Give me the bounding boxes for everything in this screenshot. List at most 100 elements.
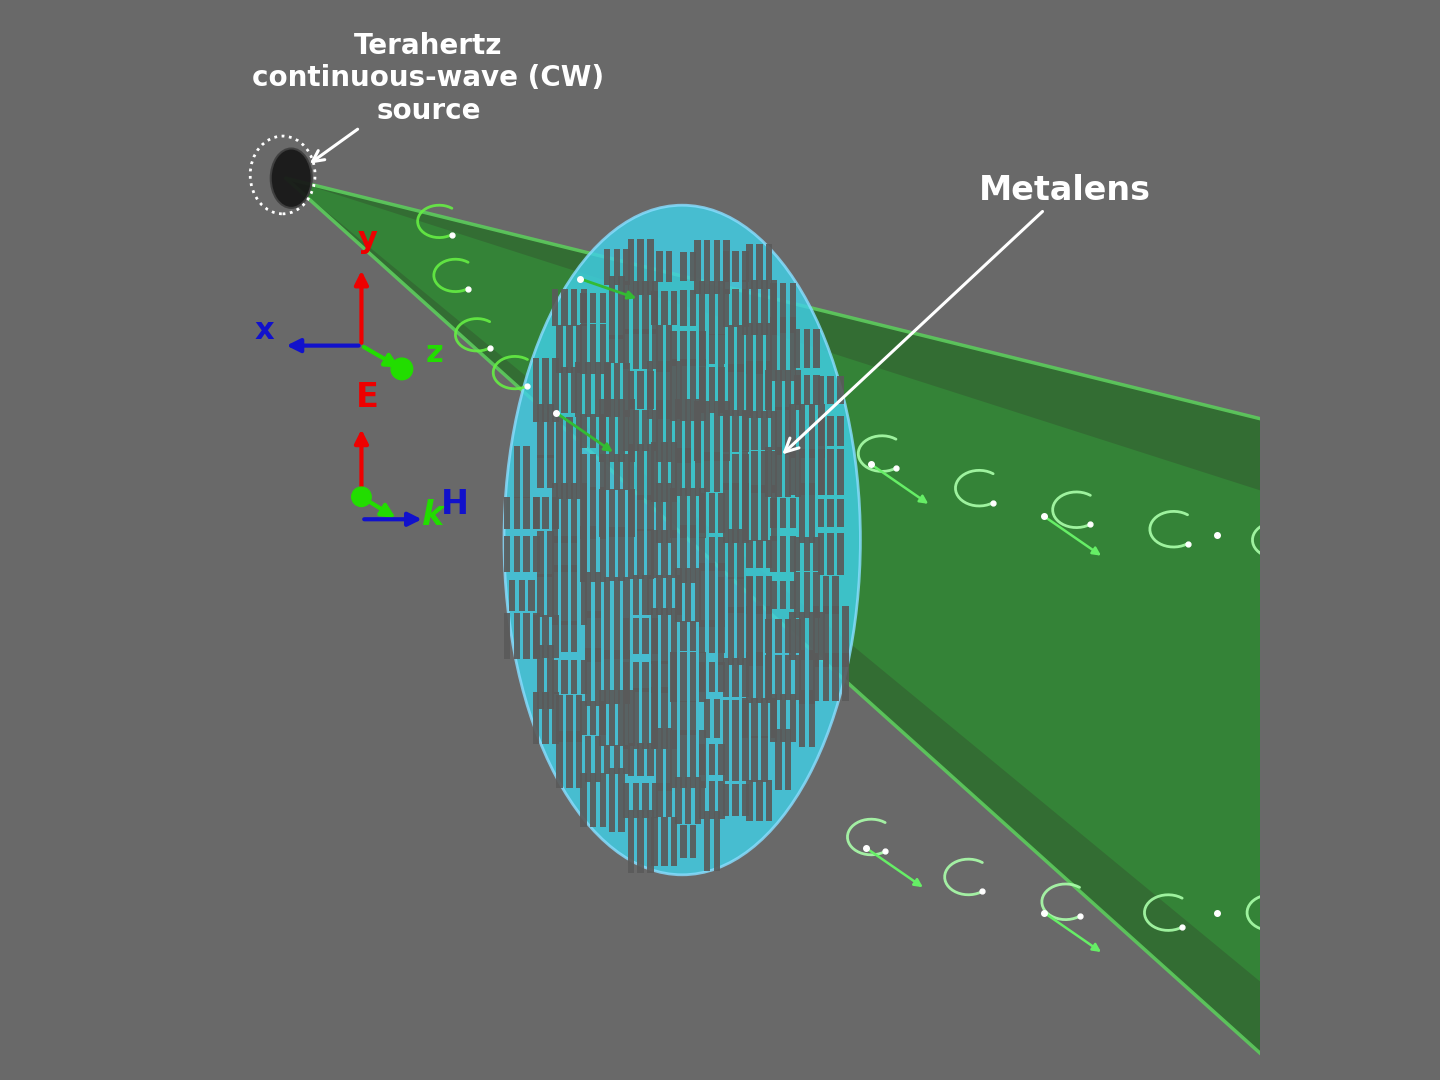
FancyBboxPatch shape — [632, 662, 639, 692]
FancyBboxPatch shape — [795, 446, 801, 498]
FancyBboxPatch shape — [647, 810, 654, 873]
FancyBboxPatch shape — [766, 651, 772, 703]
FancyBboxPatch shape — [533, 613, 540, 659]
FancyBboxPatch shape — [690, 730, 697, 788]
FancyBboxPatch shape — [793, 537, 801, 571]
FancyBboxPatch shape — [733, 289, 739, 326]
FancyBboxPatch shape — [613, 578, 621, 612]
FancyBboxPatch shape — [652, 328, 658, 369]
FancyBboxPatch shape — [809, 404, 815, 458]
FancyBboxPatch shape — [733, 784, 739, 816]
FancyBboxPatch shape — [742, 454, 749, 490]
FancyBboxPatch shape — [609, 489, 615, 537]
FancyBboxPatch shape — [547, 645, 554, 710]
FancyBboxPatch shape — [624, 613, 629, 659]
FancyBboxPatch shape — [762, 281, 768, 335]
FancyBboxPatch shape — [746, 780, 753, 821]
FancyBboxPatch shape — [562, 565, 567, 625]
FancyBboxPatch shape — [723, 738, 729, 781]
FancyBboxPatch shape — [599, 701, 606, 735]
FancyBboxPatch shape — [714, 811, 720, 872]
FancyBboxPatch shape — [814, 329, 819, 368]
FancyBboxPatch shape — [766, 540, 772, 568]
FancyBboxPatch shape — [719, 537, 724, 571]
FancyBboxPatch shape — [661, 816, 668, 866]
FancyBboxPatch shape — [822, 653, 829, 701]
Text: x: x — [255, 316, 274, 346]
FancyBboxPatch shape — [524, 497, 530, 529]
FancyBboxPatch shape — [609, 527, 615, 581]
FancyBboxPatch shape — [690, 652, 697, 702]
FancyBboxPatch shape — [613, 745, 621, 773]
FancyBboxPatch shape — [647, 239, 654, 295]
FancyBboxPatch shape — [795, 370, 801, 409]
FancyBboxPatch shape — [708, 334, 716, 364]
FancyBboxPatch shape — [552, 289, 559, 326]
FancyBboxPatch shape — [576, 445, 582, 499]
FancyBboxPatch shape — [780, 316, 786, 381]
FancyBboxPatch shape — [756, 244, 763, 289]
FancyBboxPatch shape — [638, 528, 644, 580]
FancyBboxPatch shape — [671, 608, 677, 664]
FancyBboxPatch shape — [756, 540, 763, 568]
FancyBboxPatch shape — [652, 618, 658, 654]
FancyBboxPatch shape — [514, 613, 520, 659]
FancyBboxPatch shape — [780, 537, 786, 571]
FancyBboxPatch shape — [700, 730, 706, 788]
Ellipse shape — [271, 148, 311, 207]
FancyBboxPatch shape — [723, 483, 729, 543]
FancyBboxPatch shape — [723, 240, 730, 294]
FancyBboxPatch shape — [533, 498, 539, 528]
FancyBboxPatch shape — [638, 444, 644, 500]
FancyBboxPatch shape — [566, 731, 573, 787]
FancyBboxPatch shape — [562, 536, 567, 572]
FancyBboxPatch shape — [742, 483, 749, 543]
FancyBboxPatch shape — [780, 694, 786, 742]
FancyBboxPatch shape — [657, 361, 662, 419]
FancyBboxPatch shape — [570, 536, 577, 572]
Text: y: y — [359, 226, 377, 255]
FancyBboxPatch shape — [804, 329, 811, 368]
FancyBboxPatch shape — [605, 363, 611, 417]
FancyBboxPatch shape — [837, 416, 844, 446]
FancyBboxPatch shape — [727, 607, 734, 665]
FancyBboxPatch shape — [671, 443, 677, 501]
FancyBboxPatch shape — [651, 608, 658, 664]
FancyBboxPatch shape — [762, 451, 768, 492]
FancyBboxPatch shape — [780, 498, 786, 528]
FancyBboxPatch shape — [818, 404, 825, 458]
FancyBboxPatch shape — [723, 700, 729, 737]
FancyBboxPatch shape — [590, 526, 596, 582]
FancyBboxPatch shape — [590, 324, 596, 374]
FancyBboxPatch shape — [514, 446, 520, 498]
FancyBboxPatch shape — [795, 654, 801, 700]
FancyBboxPatch shape — [647, 743, 654, 775]
FancyBboxPatch shape — [708, 492, 716, 534]
FancyBboxPatch shape — [552, 357, 559, 422]
FancyBboxPatch shape — [698, 334, 706, 364]
FancyBboxPatch shape — [818, 534, 824, 575]
FancyBboxPatch shape — [723, 402, 730, 460]
FancyBboxPatch shape — [619, 690, 625, 746]
FancyBboxPatch shape — [595, 610, 602, 662]
FancyBboxPatch shape — [766, 654, 772, 700]
FancyBboxPatch shape — [570, 366, 577, 414]
FancyBboxPatch shape — [818, 449, 824, 495]
FancyBboxPatch shape — [742, 700, 749, 737]
FancyBboxPatch shape — [647, 528, 654, 580]
FancyBboxPatch shape — [708, 537, 716, 571]
FancyBboxPatch shape — [543, 357, 549, 422]
FancyBboxPatch shape — [747, 607, 753, 665]
FancyBboxPatch shape — [809, 612, 815, 660]
FancyBboxPatch shape — [742, 289, 749, 326]
FancyBboxPatch shape — [804, 537, 811, 571]
FancyBboxPatch shape — [762, 485, 768, 541]
FancyBboxPatch shape — [624, 662, 629, 692]
FancyBboxPatch shape — [822, 606, 829, 666]
FancyBboxPatch shape — [628, 444, 634, 500]
FancyBboxPatch shape — [599, 400, 606, 462]
FancyBboxPatch shape — [719, 781, 724, 820]
FancyBboxPatch shape — [698, 620, 706, 652]
FancyBboxPatch shape — [770, 451, 778, 492]
FancyBboxPatch shape — [585, 363, 592, 417]
